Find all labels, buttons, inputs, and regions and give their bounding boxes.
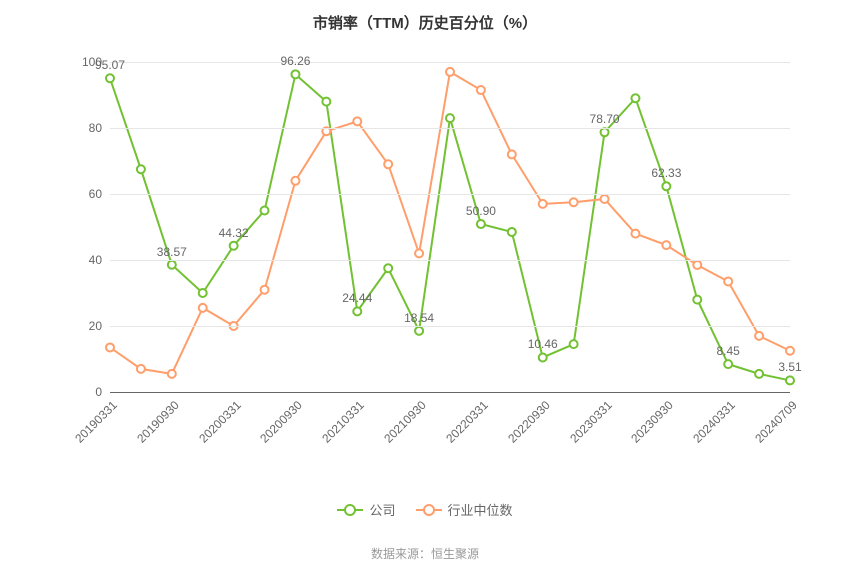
data-point[interactable] <box>291 70 299 78</box>
data-label: 3.51 <box>778 360 801 374</box>
data-point[interactable] <box>724 360 732 368</box>
data-point[interactable] <box>631 94 639 102</box>
data-point[interactable] <box>662 182 670 190</box>
legend-item[interactable]: 公司 <box>337 500 395 519</box>
data-point[interactable] <box>477 220 485 228</box>
data-point[interactable] <box>539 353 547 361</box>
data-point[interactable] <box>446 68 454 76</box>
data-label: 24.44 <box>342 291 372 305</box>
gridline <box>110 62 790 63</box>
data-point[interactable] <box>106 74 114 82</box>
data-point[interactable] <box>786 347 794 355</box>
data-point[interactable] <box>322 98 330 106</box>
x-tick-label: 20230930 <box>629 398 677 446</box>
x-tick-label: 20230331 <box>567 398 615 446</box>
data-point[interactable] <box>570 198 578 206</box>
data-point[interactable] <box>786 376 794 384</box>
data-label: 44.32 <box>219 226 249 240</box>
data-point[interactable] <box>570 340 578 348</box>
x-tick-label: 20240709 <box>752 398 800 446</box>
data-point[interactable] <box>199 304 207 312</box>
data-point[interactable] <box>230 242 238 250</box>
data-point[interactable] <box>601 195 609 203</box>
data-point[interactable] <box>755 332 763 340</box>
data-label: 10.46 <box>528 337 558 351</box>
x-tick-label: 20190331 <box>72 398 120 446</box>
data-point[interactable] <box>137 365 145 373</box>
data-point[interactable] <box>415 327 423 335</box>
data-point[interactable] <box>168 370 176 378</box>
data-label: 38.57 <box>157 245 187 259</box>
data-point[interactable] <box>199 289 207 297</box>
data-label: 78.70 <box>590 112 620 126</box>
data-point[interactable] <box>693 296 701 304</box>
data-point[interactable] <box>724 277 732 285</box>
gridline <box>110 392 790 393</box>
data-point[interactable] <box>353 307 361 315</box>
data-point[interactable] <box>106 343 114 351</box>
data-point[interactable] <box>353 117 361 125</box>
data-label: 96.26 <box>280 54 310 68</box>
x-tick-label: 20220331 <box>443 398 491 446</box>
data-point[interactable] <box>291 177 299 185</box>
x-tick-label: 20210331 <box>320 398 368 446</box>
y-tick-label: 20 <box>89 319 110 333</box>
data-point[interactable] <box>261 207 269 215</box>
legend: 公司 行业中位数 <box>0 500 850 519</box>
data-point[interactable] <box>508 150 516 158</box>
data-point[interactable] <box>631 230 639 238</box>
data-point[interactable] <box>601 128 609 136</box>
y-tick-label: 40 <box>89 253 110 267</box>
data-point[interactable] <box>662 241 670 249</box>
legend-item[interactable]: 行业中位数 <box>416 500 513 519</box>
gridline <box>110 128 790 129</box>
data-label: 8.45 <box>716 344 739 358</box>
data-label: 50.90 <box>466 204 496 218</box>
x-tick-label: 20200930 <box>258 398 306 446</box>
x-tick-label: 20240331 <box>690 398 738 446</box>
data-point[interactable] <box>477 86 485 94</box>
legend-label: 公司 <box>369 500 395 519</box>
data-point[interactable] <box>539 200 547 208</box>
data-source: 数据来源：恒生聚源 <box>0 545 850 562</box>
data-point[interactable] <box>508 228 516 236</box>
data-point[interactable] <box>693 261 701 269</box>
data-point[interactable] <box>446 114 454 122</box>
chart-container: { "chart": { "type": "line", "title": "市… <box>0 0 850 575</box>
x-tick-label: 20210930 <box>381 398 429 446</box>
y-tick-label: 0 <box>95 385 110 399</box>
gridline <box>110 260 790 261</box>
data-label: 95.07 <box>95 58 125 72</box>
data-point[interactable] <box>415 249 423 257</box>
y-tick-label: 60 <box>89 187 110 201</box>
x-tick-label: 20190930 <box>134 398 182 446</box>
legend-label: 行业中位数 <box>448 500 513 519</box>
y-tick-label: 80 <box>89 121 110 135</box>
x-tick-label: 20220930 <box>505 398 553 446</box>
data-label: 62.33 <box>651 166 681 180</box>
chart-title: 市销率（TTM）历史百分位（%） <box>0 0 850 41</box>
data-point[interactable] <box>261 286 269 294</box>
gridline <box>110 194 790 195</box>
data-point[interactable] <box>384 264 392 272</box>
x-tick-label: 20200331 <box>196 398 244 446</box>
legend-swatch <box>337 504 363 516</box>
data-point[interactable] <box>755 370 763 378</box>
data-label: 18.54 <box>404 311 434 325</box>
gridline <box>110 326 790 327</box>
legend-swatch <box>416 504 442 516</box>
chart-svg <box>110 62 790 392</box>
data-point[interactable] <box>168 261 176 269</box>
plot-area: 0204060801002019033120190930202003312020… <box>110 62 790 392</box>
data-point[interactable] <box>137 165 145 173</box>
data-point[interactable] <box>384 160 392 168</box>
